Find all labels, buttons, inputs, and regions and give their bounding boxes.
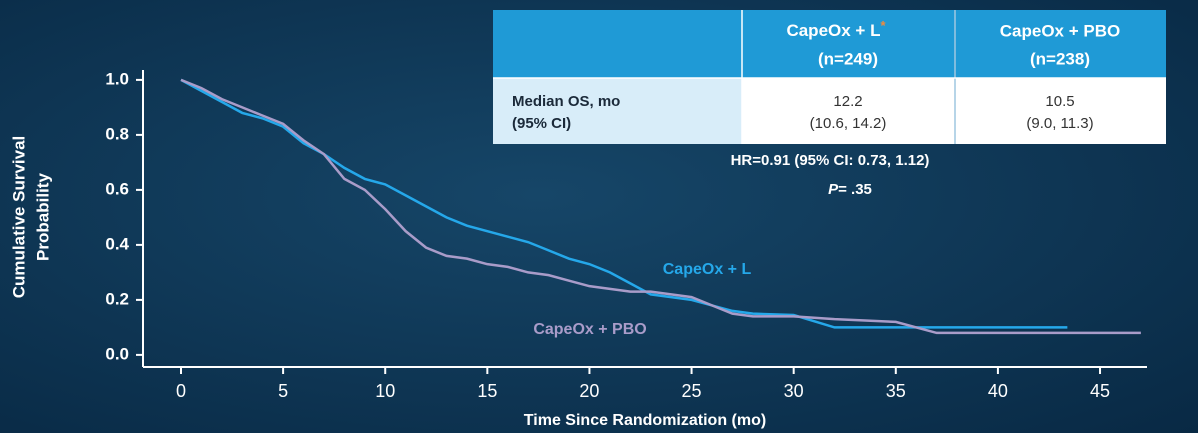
hazard-ratio: HR=0.91 (95% CI: 0.73, 1.12) [731, 152, 930, 169]
x-tick-label: 30 [784, 381, 804, 401]
column-header: CapeOx + L* [786, 18, 886, 40]
footnote-mark: * [880, 18, 886, 33]
y-tick-label: 0.6 [105, 179, 129, 198]
p-label: P [828, 181, 839, 198]
x-tick-label: 20 [579, 381, 599, 401]
cell-value: 12.2 [833, 93, 862, 110]
row-label: (95% CI) [512, 115, 571, 132]
p-text: = .35 [838, 181, 872, 198]
x-tick-label: 35 [886, 381, 906, 401]
table-header [493, 10, 1166, 78]
series-label: CapeOx + PBO [533, 321, 646, 338]
survival-curve [180, 78, 1068, 329]
table-cell [493, 78, 742, 144]
y-tick-label: 0.4 [105, 234, 129, 253]
column-n: (n=249) [818, 49, 878, 68]
table: CapeOx + L* (n=249) CapeOx + PBO (n=238)… [493, 10, 1166, 144]
column-name: CapeOx + L [786, 21, 880, 40]
x-tick-label: 5 [278, 381, 288, 401]
column-n: (n=238) [1030, 49, 1090, 68]
y-tick-label: 0.0 [105, 344, 129, 363]
x-axis-label: Time Since Randomization (mo) [524, 412, 766, 429]
y-tick-label: 0.8 [105, 124, 129, 143]
table-cell [742, 78, 1166, 144]
y-tick-label: 0.2 [105, 289, 129, 308]
x-tick-label: 45 [1090, 381, 1110, 401]
survival-curve [180, 78, 1141, 335]
x-tick-label: 10 [375, 381, 395, 401]
row-label: Median OS, mo [512, 93, 620, 110]
cell-ci: (10.6, 14.2) [810, 115, 887, 132]
column-name: CapeOx + PBO [1000, 21, 1120, 40]
y-axis-label: Cumulative Survival [9, 136, 28, 299]
y-axis-label: Probability [33, 173, 52, 261]
cell-value: 10.5 [1045, 93, 1074, 110]
x-tick-label: 15 [477, 381, 497, 401]
y-tick-label: 1.0 [105, 69, 129, 88]
x-tick-label: 25 [682, 381, 702, 401]
p-value: P= .35 [828, 181, 872, 198]
cell-ci: (9.0, 11.3) [1026, 115, 1093, 132]
x-tick-label: 40 [988, 381, 1008, 401]
x-tick-label: 0 [176, 381, 186, 401]
series-label: CapeOx + L [663, 261, 752, 278]
